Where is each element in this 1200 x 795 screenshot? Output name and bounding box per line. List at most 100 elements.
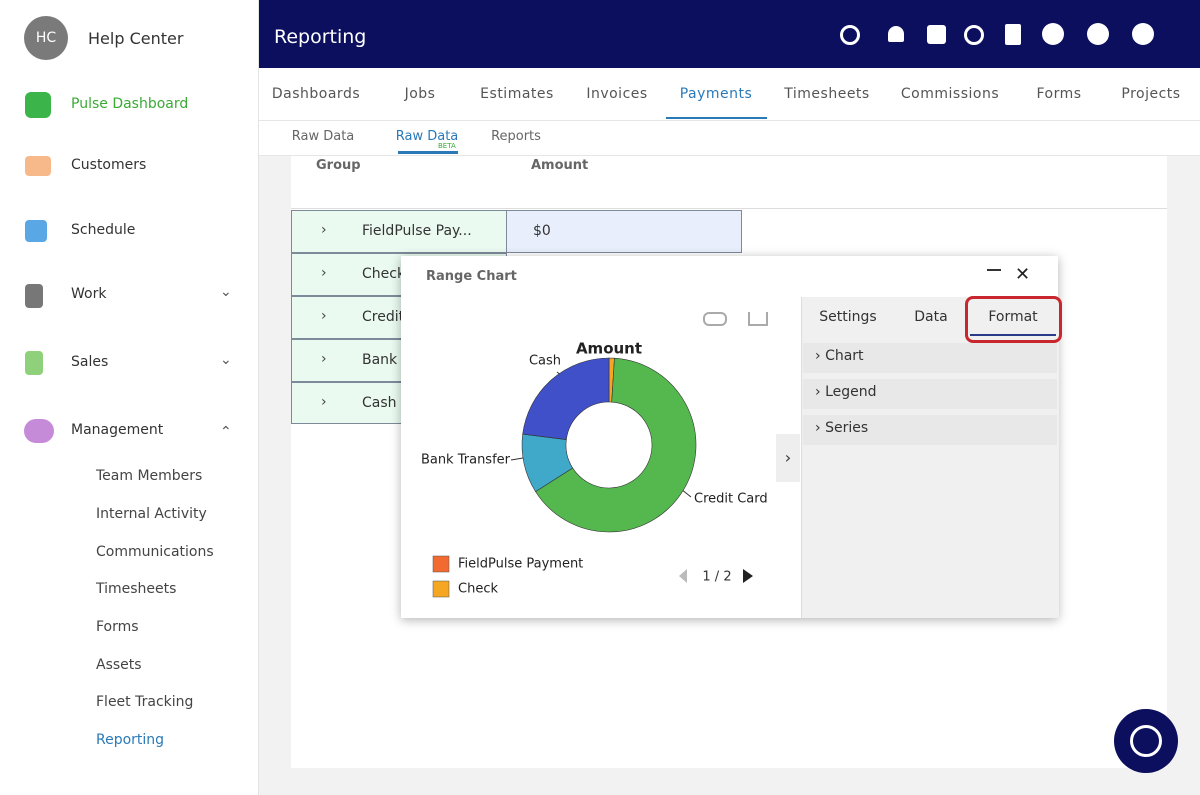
sidebar-title: Help Center [88, 29, 184, 48]
column-header: Group [316, 158, 361, 173]
section[interactable]: › Chart [803, 343, 1057, 373]
chevron[interactable]: ⌄ [220, 284, 232, 300]
nav-sub-item[interactable]: Team Members [96, 468, 203, 484]
download-icon[interactable] [748, 312, 768, 326]
nav-sub-item[interactable]: Communications [96, 544, 214, 560]
section[interactable]: › Legend [803, 379, 1057, 409]
nav-item[interactable]: Sales [71, 354, 109, 370]
header-icon[interactable] [840, 25, 860, 45]
tab[interactable]: Dashboards [271, 86, 361, 102]
cell-text: Cash [362, 395, 397, 411]
legend-swatch [432, 580, 450, 598]
divider [291, 208, 1167, 209]
icon [25, 92, 51, 118]
highlight-box [965, 296, 1062, 343]
expand-arrow[interactable]: › [321, 222, 327, 238]
tab[interactable]: Timesheets [784, 86, 870, 102]
nav-sub-item[interactable]: Reporting [96, 732, 165, 748]
header-icon[interactable] [927, 25, 946, 44]
sub-tab[interactable]: Raw Data [395, 129, 459, 144]
section-label: › Series [815, 420, 869, 436]
icon [25, 351, 43, 375]
divider [259, 120, 1200, 121]
beta-badge: BETA [438, 142, 456, 150]
tab-underline [666, 117, 767, 119]
chart: Amount Cash Bank Transfer Credit Card Fi… [421, 340, 768, 598]
nav-sub-item[interactable]: Fleet Tracking [96, 694, 194, 710]
header-icon[interactable] [964, 25, 984, 45]
nav-item[interactable]: Pulse Dashboard [71, 96, 189, 112]
expand-arrow[interactable]: › [321, 308, 327, 324]
slice [522, 357, 610, 440]
header-icon[interactable] [1087, 23, 1109, 45]
section-label: › Legend [815, 384, 877, 400]
nav-sub-item[interactable]: Internal Activity [96, 506, 207, 522]
section-label: › Chart [815, 348, 864, 364]
column-header: Amount [531, 158, 589, 173]
slice-label: Bank Transfer [421, 453, 511, 468]
help-icon [1130, 725, 1162, 757]
pager-next[interactable] [743, 569, 753, 583]
nav-sub-item[interactable]: Timesheets [96, 581, 177, 597]
header-icon[interactable] [1042, 23, 1064, 45]
header-title: Reporting [274, 26, 367, 48]
cell-text: Bank T [362, 352, 411, 368]
nav-sub-item[interactable]: Assets [96, 657, 142, 673]
panel-tab-underline [970, 334, 1056, 336]
panel-tab[interactable]: Data [914, 309, 948, 325]
nav-item[interactable]: Work [71, 286, 107, 302]
slice [535, 357, 697, 533]
header-icon[interactable] [1132, 23, 1154, 45]
chart-title: Amount [576, 340, 642, 358]
tab-bar [259, 68, 1200, 156]
sub-tab[interactable]: Raw Data [291, 129, 355, 144]
expand-arrow[interactable]: › [321, 265, 327, 281]
cell-text: Check [362, 266, 406, 282]
row-cell[interactable]: $0 [506, 210, 742, 253]
cell-text: Credit [362, 309, 405, 325]
nav-sub-item[interactable]: Forms [96, 619, 139, 635]
panel-tab[interactable]: Format [988, 309, 1038, 325]
nav-item[interactable]: Management [71, 422, 164, 438]
cell-text: FieldPulse Pay... [362, 223, 472, 239]
chevron[interactable]: ⌃ [220, 424, 232, 440]
legend-swatch [432, 555, 450, 573]
tab[interactable]: Estimates [480, 86, 554, 102]
tab[interactable]: Forms [1036, 86, 1082, 102]
tab[interactable]: Commissions [900, 86, 1000, 102]
nav-item[interactable]: Customers [71, 157, 147, 173]
row-cell[interactable]: FieldPulse Pay... [291, 210, 507, 253]
legend-label: Check [458, 582, 498, 597]
leader-line [510, 457, 524, 461]
link-icon[interactable] [703, 312, 727, 326]
icon [25, 156, 51, 176]
tab[interactable]: Jobs [404, 86, 436, 102]
pager-text: 1 / 2 [702, 570, 731, 585]
section[interactable]: › Series [803, 415, 1057, 445]
tab[interactable]: Projects [1121, 86, 1181, 102]
nav-item[interactable]: Schedule [71, 222, 136, 238]
slice-label: Cash [529, 354, 561, 369]
header-icon[interactable] [888, 26, 904, 42]
chevron[interactable]: ⌄ [220, 352, 232, 368]
expand-arrow[interactable]: › [321, 394, 327, 410]
section-text: Legend [825, 384, 877, 400]
minimize-button[interactable] [987, 269, 1001, 271]
pager-prev[interactable] [679, 569, 687, 583]
expand-button[interactable]: › [776, 434, 800, 482]
tab[interactable]: Invoices [586, 86, 648, 102]
sidebar [0, 0, 259, 795]
close-button[interactable]: ✕ [1015, 264, 1031, 285]
tab[interactable]: Payments [679, 86, 753, 102]
cell-text: $0 [533, 223, 551, 239]
panel-tab[interactable]: Settings [819, 309, 877, 325]
avatar[interactable]: HC [24, 16, 68, 60]
icon [24, 419, 54, 443]
legend-label: FieldPulse Payment [458, 557, 583, 572]
sub-tab[interactable]: Reports [491, 129, 541, 144]
expand-arrow[interactable]: › [321, 351, 327, 367]
section-text: Chart [825, 348, 864, 364]
header-icon[interactable] [1005, 24, 1021, 45]
slice-label: Credit Card [694, 492, 768, 507]
